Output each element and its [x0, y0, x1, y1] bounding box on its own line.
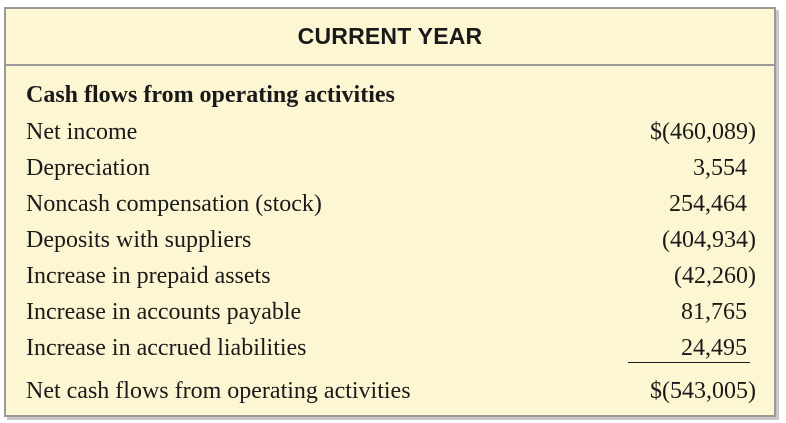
row-label-net-income: Net income: [26, 119, 138, 145]
header-bar: CURRENT YEAR: [6, 9, 774, 66]
table-row: Net income $(460,089): [26, 119, 756, 151]
table-row: Depreciation 3,554: [26, 155, 756, 187]
row-label-noncash-compensation: Noncash compensation (stock): [26, 191, 322, 217]
row-label-prepaid-assets: Increase in prepaid assets: [26, 263, 271, 289]
table-row: Deposits with suppliers (404,934): [26, 227, 756, 259]
row-value-deposits-with-suppliers: (404,934): [662, 227, 756, 253]
table-row: Increase in accrued liabilities 24,495: [26, 335, 756, 367]
row-value-prepaid-assets: (42,260): [674, 263, 756, 289]
row-value-accounts-payable: 81,765: [681, 299, 747, 325]
row-label-accrued-liabilities: Increase in accrued liabilities: [26, 335, 307, 361]
total-value: $(543,005): [650, 378, 756, 404]
row-value-noncash-compensation: 254,464: [669, 191, 747, 217]
section-title: Cash flows from operating activities: [26, 82, 395, 108]
table-row: Noncash compensation (stock) 254,464: [26, 191, 756, 223]
row-label-accounts-payable: Increase in accounts payable: [26, 299, 302, 325]
total-underline: [628, 362, 750, 363]
total-row: Net cash flows from operating activities…: [26, 378, 756, 410]
row-label-deposits-with-suppliers: Deposits with suppliers: [26, 227, 252, 253]
header-title: CURRENT YEAR: [297, 23, 483, 49]
table-row: Increase in accounts payable 81,765: [26, 299, 756, 331]
table-row: Increase in prepaid assets (42,260): [26, 263, 756, 295]
row-value-depreciation: 3,554: [693, 155, 747, 181]
row-value-net-income: $(460,089): [650, 119, 756, 145]
statement-panel: CURRENT YEAR Cash flows from operating a…: [4, 7, 776, 417]
row-value-accrued-liabilities: 24,495: [681, 335, 747, 361]
total-label: Net cash flows from operating activities: [26, 378, 411, 404]
row-label-depreciation: Depreciation: [26, 155, 150, 181]
